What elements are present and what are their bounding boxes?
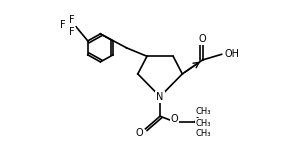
Text: O: O — [171, 114, 178, 124]
Text: O: O — [199, 34, 207, 45]
Text: F: F — [69, 15, 74, 25]
Text: CH₃: CH₃ — [196, 108, 212, 116]
Text: CH₃: CH₃ — [196, 129, 212, 137]
Text: F: F — [69, 28, 74, 37]
Text: OH: OH — [224, 49, 239, 59]
Text: N: N — [156, 92, 164, 102]
Text: CH₃: CH₃ — [196, 119, 212, 128]
Text: O: O — [136, 128, 143, 138]
Text: F: F — [60, 20, 66, 30]
